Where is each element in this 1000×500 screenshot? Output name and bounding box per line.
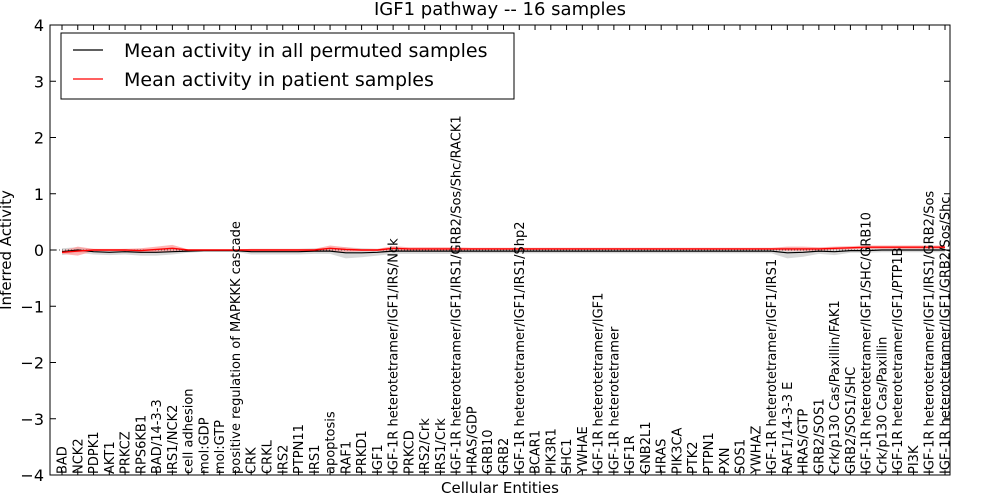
- x-tick-label: HRAS: [655, 439, 670, 474]
- x-tick-label: PTK2: [686, 441, 701, 474]
- x-tick-label: PRKCD: [402, 430, 417, 474]
- x-tick-label: IGF-1R heterotetramer/IGF1/IRS1: [765, 259, 780, 474]
- x-tick-label: GRB2/SOS1/SHC: [844, 367, 859, 474]
- x-tick-label: RAF1: [339, 441, 354, 474]
- x-tick-label: CRK: [245, 447, 260, 474]
- x-tick-label: IGF-1R heterotetramer/IGF1/IRS/Nck: [387, 238, 402, 474]
- x-tick-label: PIK3R1: [544, 428, 559, 474]
- x-tick-label: BCAR1: [529, 430, 544, 474]
- plot-area: −4 −3 −2 −1 0 1 2 3 4 BAD NCK2 PDPK1 AKT1 PRKCZ RPS6KB…: [20, 16, 953, 485]
- x-tick-label: IRS1: [308, 445, 323, 474]
- x-tick-label: IGF-1R heterotetramer/IGF1/IRS1/Shp2: [513, 221, 528, 474]
- x-tick-label: SOS1: [734, 439, 749, 474]
- x-tick-label: mol:GDP: [197, 417, 212, 474]
- legend-label-permuted: Mean activity in all permuted samples: [124, 40, 487, 62]
- y-tick-label: −1: [20, 297, 44, 316]
- y-tick-label: −2: [20, 354, 44, 373]
- x-tick-label: IGF1: [371, 444, 386, 474]
- x-tick-label: PI3K: [907, 445, 922, 474]
- legend-box: [60, 32, 515, 100]
- x-tick-label: GRB2: [497, 438, 512, 474]
- x-tick-label: PRKCZ: [119, 431, 134, 474]
- x-tick-label: RAF1/14-3-3 E: [781, 382, 796, 474]
- x-tick-label: IRS1/NCK2: [166, 405, 181, 474]
- x-tick-label: PIK3CA: [670, 427, 685, 474]
- x-tick-label: IGF-1R heterotetramer/IGF1/IRS1/GRB2/Sos: [923, 191, 938, 474]
- x-tick-label: BAD/14-3-3: [150, 399, 165, 474]
- x-axis-title: Cellular Entities: [441, 479, 559, 497]
- x-tick-label: YWHAE: [576, 426, 591, 475]
- x-tick-label: BAD: [56, 446, 71, 474]
- x-tick-label: IRS2/Crk: [418, 418, 433, 474]
- x-tick-label: GNB2L1: [639, 421, 654, 474]
- y-tick-label: −3: [20, 410, 44, 429]
- y-tick-label: 1: [34, 185, 44, 204]
- x-tick-label: AKT1: [103, 441, 118, 474]
- x-tick-label: IGF-1R heterotetramer/IGF1/PTP1B: [891, 247, 906, 474]
- x-tick-label: CRKL: [261, 439, 276, 474]
- chart-title: IGF1 pathway -- 16 samples: [374, 0, 626, 20]
- x-tick-label: IGF-1R heterotetramer/IGF1/IRS1/GRB2/Sos…: [450, 115, 465, 474]
- x-tick-label: PRKD1: [355, 430, 370, 474]
- x-tick-label: PXN: [718, 448, 733, 474]
- x-tick-label: IGF1R: [623, 435, 638, 474]
- x-tick-label: GRB10: [481, 429, 496, 474]
- legend-label-patient: Mean activity in patient samples: [124, 69, 434, 91]
- x-tick-label: IGF-1R heterotetramer/IGF1/GRB2/Sos/Shc: [939, 197, 954, 474]
- series-line-patient: [61, 246, 945, 253]
- x-tick-label: IGF-1R heterotetramer: [607, 326, 622, 474]
- x-tick-label: positive regulation of MAPKKK cascade: [229, 221, 244, 474]
- y-tick-label: 3: [34, 72, 44, 91]
- x-tick-label: SHC1: [560, 439, 575, 474]
- x-tick-label: YWHAZ: [749, 426, 764, 475]
- x-tick-label: GRB2/SOS1: [812, 398, 827, 474]
- x-tick-label: HRAS/GTP: [797, 409, 812, 474]
- x-tick-label: IRS2: [276, 445, 291, 474]
- x-tick-label: Crk/p130 Cas/Paxillin/FAK1: [828, 300, 843, 474]
- y-tick-label: −4: [20, 466, 44, 485]
- y-tick-label: 4: [34, 16, 44, 35]
- x-tick-label: IGF-1R heterotetramer/IGF1: [592, 293, 607, 474]
- x-tick-label: PDPK1: [87, 432, 102, 475]
- x-tick-label: PTPN1: [702, 432, 717, 474]
- x-tick-label: cell adhesion: [182, 388, 197, 474]
- y-axis-title: Inferred Activity: [0, 190, 15, 310]
- x-tick-label: RPS6KB1: [134, 415, 149, 474]
- x-tick-label: IGF-1R heterotetramer/IGF1/SHC/GRB10: [860, 212, 875, 474]
- legend: Mean activity in all permuted samples Me…: [60, 32, 515, 100]
- x-tick-label: NCK2: [71, 438, 86, 474]
- x-tick-label: apoptosis: [324, 411, 339, 474]
- x-tick-label: PTPN11: [292, 424, 307, 474]
- x-tick-label: HRAS/GDP: [466, 406, 481, 474]
- x-tick-label: IRS1/Crk: [434, 418, 449, 474]
- x-tick-label: mol:GTP: [213, 420, 228, 474]
- y-tick-label: 0: [34, 241, 44, 260]
- x-tick-label: Crk/p130 Cas/Paxillin: [875, 337, 890, 474]
- y-tick-label: 2: [34, 129, 44, 148]
